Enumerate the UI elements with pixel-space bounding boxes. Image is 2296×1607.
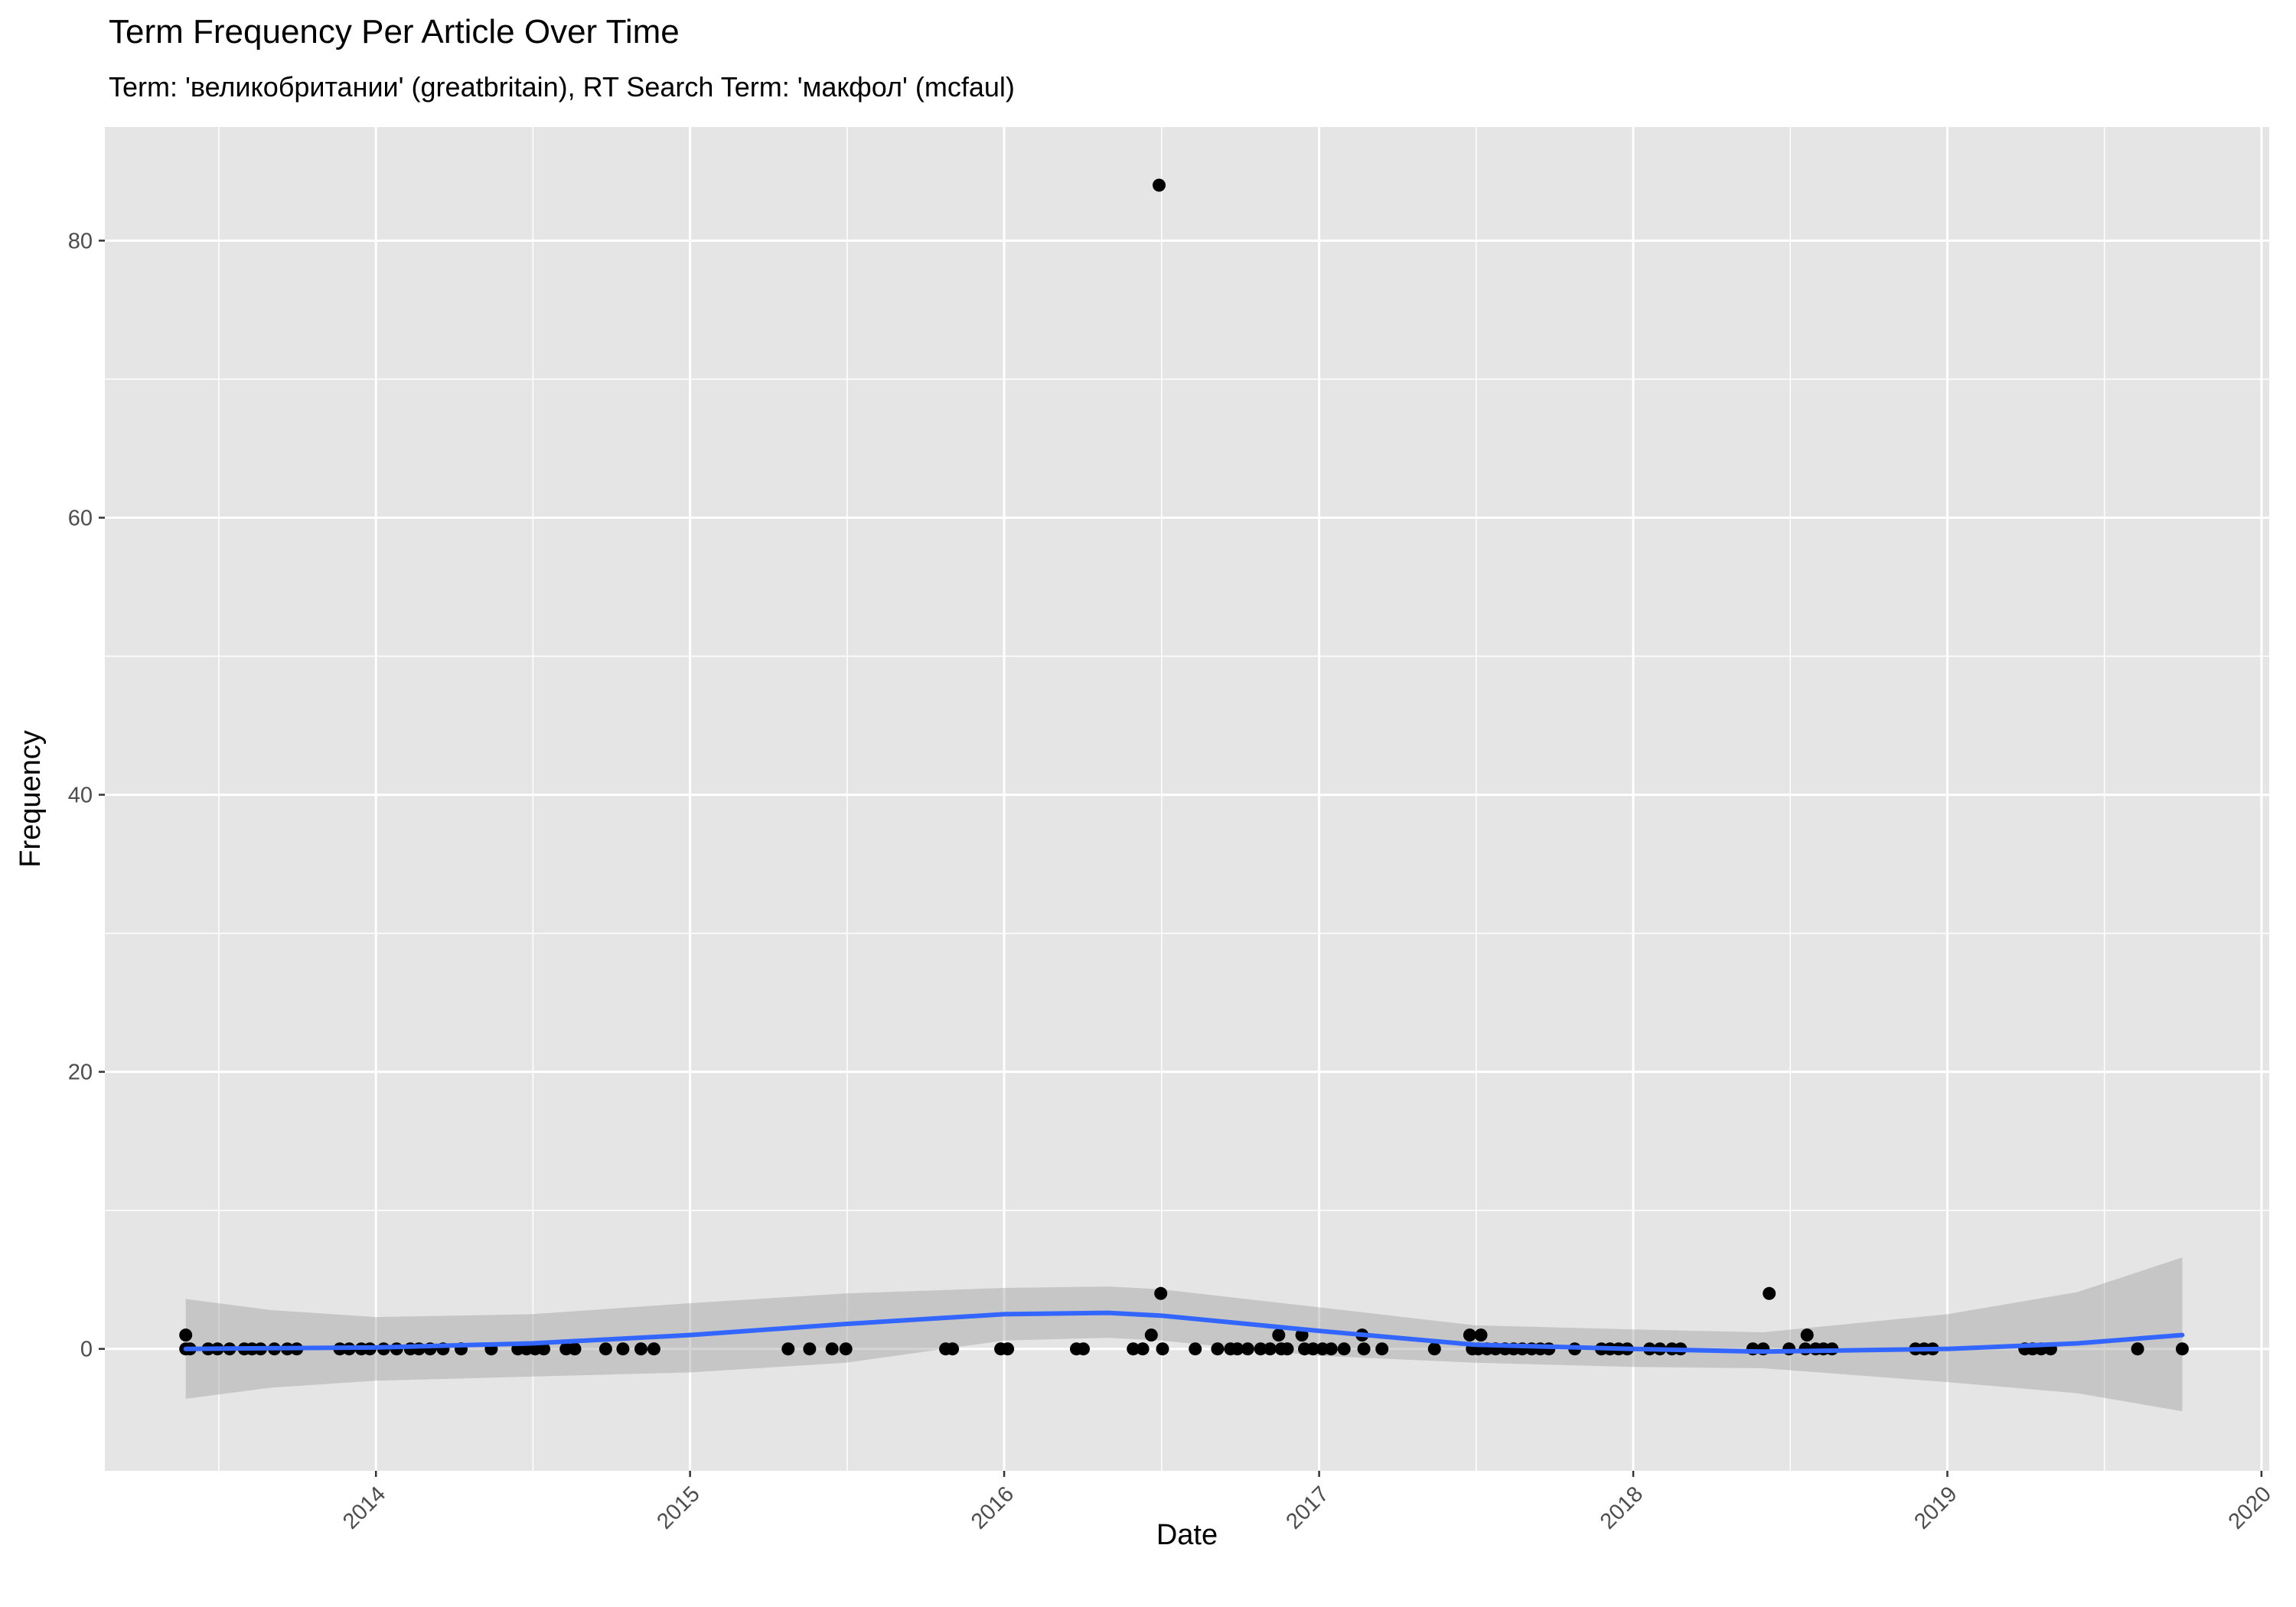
y-tick-label: 60 bbox=[68, 507, 93, 531]
y-tick-label: 20 bbox=[68, 1061, 93, 1085]
data-point bbox=[1154, 1286, 1168, 1300]
y-tick-label: 40 bbox=[68, 784, 93, 808]
data-point bbox=[647, 1342, 660, 1356]
data-point bbox=[1280, 1342, 1294, 1356]
data-point bbox=[616, 1342, 630, 1356]
data-point bbox=[1241, 1342, 1254, 1356]
data-point bbox=[1156, 1342, 1169, 1356]
data-point bbox=[1254, 1342, 1267, 1356]
y-tick-label: 0 bbox=[80, 1338, 93, 1362]
x-axis-title: Date bbox=[1156, 1519, 1218, 1551]
x-tick-label: 2014 bbox=[338, 1482, 390, 1534]
data-point bbox=[2131, 1342, 2144, 1356]
x-tick-label: 2018 bbox=[1596, 1482, 1648, 1534]
data-point bbox=[825, 1342, 839, 1356]
data-point bbox=[1427, 1342, 1441, 1356]
data-point bbox=[1324, 1342, 1338, 1356]
confidence-band-layer bbox=[185, 1257, 2183, 1412]
data-point bbox=[781, 1342, 795, 1356]
data-point bbox=[1264, 1342, 1277, 1356]
data-point bbox=[1189, 1342, 1202, 1356]
x-tick-label: 2017 bbox=[1281, 1482, 1333, 1534]
x-tick-label: 2020 bbox=[2224, 1482, 2276, 1534]
data-point bbox=[1763, 1286, 1776, 1300]
minor-grid bbox=[105, 127, 2269, 1471]
data-point bbox=[1375, 1342, 1389, 1356]
x-tick-label: 2019 bbox=[1910, 1482, 1962, 1534]
y-axis: 0 20 40 60 80 bbox=[68, 229, 105, 1362]
y-tick-label: 80 bbox=[68, 229, 93, 253]
x-axis: 2014 2015 2016 2017 2018 2019 2020 bbox=[338, 1471, 2276, 1534]
data-point bbox=[1153, 178, 1166, 192]
data-point bbox=[1272, 1328, 1286, 1342]
chart-subtitle: Term: 'великобритании' (greatbritain), R… bbox=[109, 71, 1015, 103]
smooth-line bbox=[183, 1310, 2185, 1354]
data-point bbox=[634, 1342, 647, 1356]
data-point bbox=[1211, 1342, 1225, 1356]
data-point bbox=[537, 1342, 550, 1356]
data-point bbox=[1357, 1342, 1371, 1356]
x-tick-label: 2015 bbox=[652, 1482, 704, 1534]
data-point bbox=[1463, 1328, 1476, 1342]
data-point bbox=[1001, 1342, 1015, 1356]
data-point bbox=[1306, 1342, 1320, 1356]
data-point bbox=[598, 1342, 612, 1356]
plot-panel bbox=[105, 127, 2269, 1471]
data-point bbox=[568, 1342, 582, 1356]
data-point bbox=[803, 1342, 817, 1356]
data-point bbox=[1231, 1342, 1244, 1356]
data-point bbox=[839, 1342, 853, 1356]
data-point bbox=[1337, 1342, 1351, 1356]
data-point bbox=[179, 1328, 193, 1342]
smooth-line-layer bbox=[183, 1310, 2185, 1354]
chart-title: Term Frequency Per Article Over Time bbox=[109, 13, 680, 51]
confidence-band bbox=[185, 1257, 2183, 1412]
data-point bbox=[1077, 1342, 1090, 1356]
x-tick-label: 2016 bbox=[967, 1482, 1019, 1534]
data-point bbox=[2175, 1342, 2189, 1356]
y-axis-title: Frequency bbox=[15, 730, 47, 868]
data-point bbox=[1144, 1328, 1158, 1342]
data-point bbox=[1474, 1328, 1488, 1342]
data-point bbox=[946, 1342, 960, 1356]
data-point bbox=[1127, 1342, 1140, 1356]
data-point bbox=[1800, 1328, 1814, 1342]
data-point bbox=[1136, 1342, 1150, 1356]
